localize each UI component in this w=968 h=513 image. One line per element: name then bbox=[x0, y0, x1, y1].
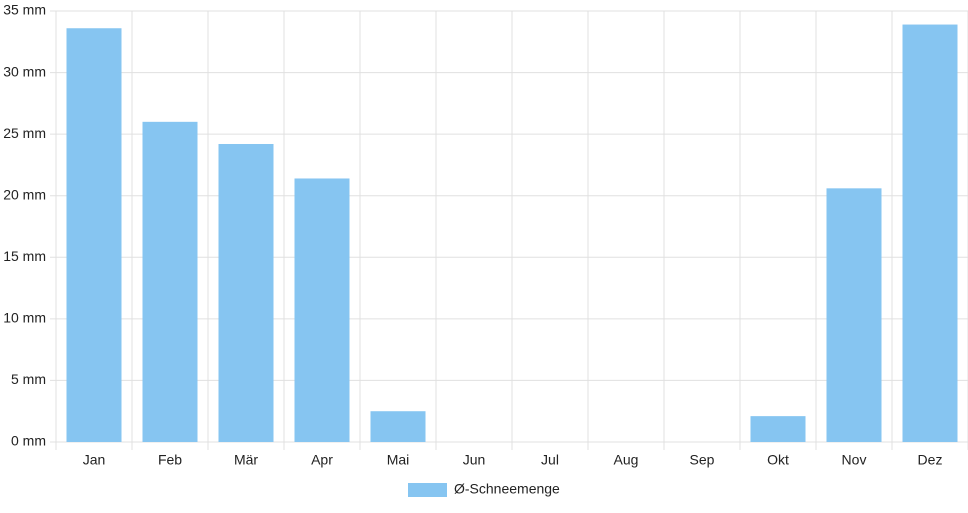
x-tick-label: Apr bbox=[311, 452, 333, 468]
legend-swatch bbox=[408, 483, 447, 497]
x-tick-label: Aug bbox=[614, 452, 639, 468]
y-tick-label: 25 mm bbox=[3, 125, 46, 141]
x-tick-label: Okt bbox=[767, 452, 789, 468]
x-tick-label: Feb bbox=[158, 452, 182, 468]
bar bbox=[826, 188, 882, 442]
bar bbox=[218, 143, 274, 442]
bar bbox=[902, 24, 958, 442]
legend-label: Ø-Schneemenge bbox=[454, 481, 560, 497]
bar bbox=[142, 121, 198, 442]
y-tick-label: 10 mm bbox=[3, 310, 46, 326]
y-tick-label: 5 mm bbox=[11, 371, 46, 387]
x-tick-label: Nov bbox=[842, 452, 867, 468]
x-tick-label: Dez bbox=[918, 452, 943, 468]
y-tick-label: 35 mm bbox=[3, 2, 46, 18]
x-tick-label: Mai bbox=[387, 452, 410, 468]
x-tick-label: Jan bbox=[83, 452, 106, 468]
bar bbox=[370, 411, 426, 442]
y-tick-label: 15 mm bbox=[3, 248, 46, 264]
y-tick-label: 0 mm bbox=[11, 433, 46, 449]
x-tick-label: Jun bbox=[463, 452, 486, 468]
bar bbox=[750, 416, 806, 442]
x-tick-label: Sep bbox=[690, 452, 715, 468]
x-tick-label: Mär bbox=[234, 452, 258, 468]
y-tick-label: 30 mm bbox=[3, 63, 46, 79]
bar bbox=[294, 178, 350, 442]
bar bbox=[66, 28, 122, 443]
x-tick-label: Jul bbox=[541, 452, 559, 468]
y-tick-label: 20 mm bbox=[3, 186, 46, 202]
